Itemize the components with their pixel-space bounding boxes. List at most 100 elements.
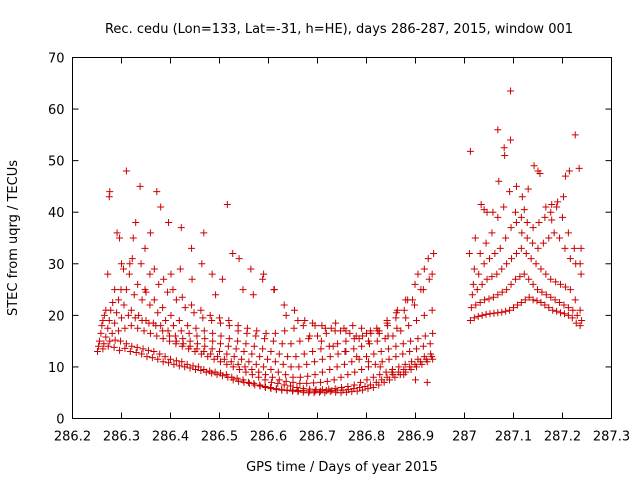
data-point (520, 270, 528, 278)
data-point (146, 229, 154, 237)
data-point (350, 381, 358, 389)
data-point (267, 347, 275, 355)
data-point (179, 335, 187, 343)
data-point (525, 275, 533, 283)
data-point (370, 350, 378, 358)
data-point (388, 368, 396, 376)
data-point (576, 322, 584, 330)
data-point (466, 317, 474, 325)
data-point (216, 314, 223, 322)
data-point (201, 335, 209, 343)
data-point (102, 333, 110, 341)
data-point (220, 355, 228, 363)
data-point (498, 308, 506, 316)
data-point (507, 87, 515, 95)
data-point (193, 332, 201, 340)
data-point (395, 363, 403, 371)
data-point (376, 363, 384, 371)
data-point (294, 317, 302, 325)
x-tick-label: 287.2 (544, 430, 581, 445)
data-point (250, 379, 258, 387)
data-point (349, 322, 357, 330)
data-point (577, 244, 585, 252)
data-point (242, 368, 250, 376)
data-point (566, 255, 574, 263)
data-point (290, 306, 298, 314)
data-point (554, 198, 562, 206)
x-tick-label: 286.3 (103, 430, 140, 445)
data-point (146, 270, 154, 278)
data-point (559, 213, 566, 221)
data-point (318, 368, 326, 376)
x-tick-label: 287.3 (593, 430, 630, 445)
data-point (264, 355, 272, 363)
data-point (552, 278, 560, 286)
data-point (325, 385, 333, 393)
data-point (269, 337, 277, 345)
data-point (485, 295, 493, 303)
data-point (384, 332, 392, 340)
data-point (287, 363, 295, 371)
data-point (476, 298, 484, 306)
x-axis-label: GPS time / Days of year 2015 (246, 460, 438, 475)
data-point (244, 378, 252, 386)
data-point (134, 324, 142, 332)
data-point (517, 298, 525, 306)
data-point (559, 193, 567, 201)
data-point (550, 229, 558, 237)
data-point (383, 317, 391, 325)
data-point (128, 255, 136, 263)
data-point (548, 200, 556, 208)
data-point (556, 298, 564, 306)
data-point (412, 317, 420, 325)
data-point (350, 345, 358, 353)
data-point (164, 327, 172, 335)
data-point (228, 373, 236, 381)
data-point (129, 234, 137, 242)
data-point (541, 213, 549, 221)
data-point (306, 332, 314, 340)
data-point (470, 314, 478, 322)
data-point (267, 366, 275, 374)
data-point (188, 275, 196, 283)
data-point (333, 363, 341, 371)
data-point (289, 386, 297, 394)
data-point (512, 249, 520, 257)
data-point (342, 337, 350, 345)
y-tick-label: 40 (48, 206, 65, 221)
data-point (142, 317, 150, 325)
y-tick-label: 0 (56, 413, 64, 428)
data-point (393, 324, 401, 332)
data-point (113, 309, 121, 317)
data-point (399, 350, 407, 358)
data-point (378, 376, 386, 384)
data-point (141, 286, 149, 294)
data-point (166, 332, 174, 340)
data-point (209, 337, 217, 345)
data-point (216, 358, 224, 366)
data-point (511, 275, 519, 283)
data-point (423, 378, 431, 386)
data-point (553, 203, 561, 211)
data-point (102, 306, 110, 314)
data-point (348, 358, 356, 366)
data-point (393, 306, 401, 314)
data-point (327, 324, 335, 332)
data-point (412, 345, 420, 353)
data-point (534, 286, 542, 294)
data-point (358, 324, 366, 332)
data-point (564, 304, 572, 312)
data-point (95, 337, 103, 345)
data-point (296, 337, 304, 345)
data-point (342, 327, 350, 335)
data-point (170, 360, 178, 368)
data-point (118, 260, 125, 268)
data-point (127, 306, 135, 314)
data-point (169, 286, 177, 294)
data-point (104, 324, 112, 332)
data-point (529, 296, 537, 304)
data-point (162, 317, 170, 325)
data-point (364, 337, 372, 345)
data-point (363, 353, 370, 361)
data-point (537, 298, 545, 306)
